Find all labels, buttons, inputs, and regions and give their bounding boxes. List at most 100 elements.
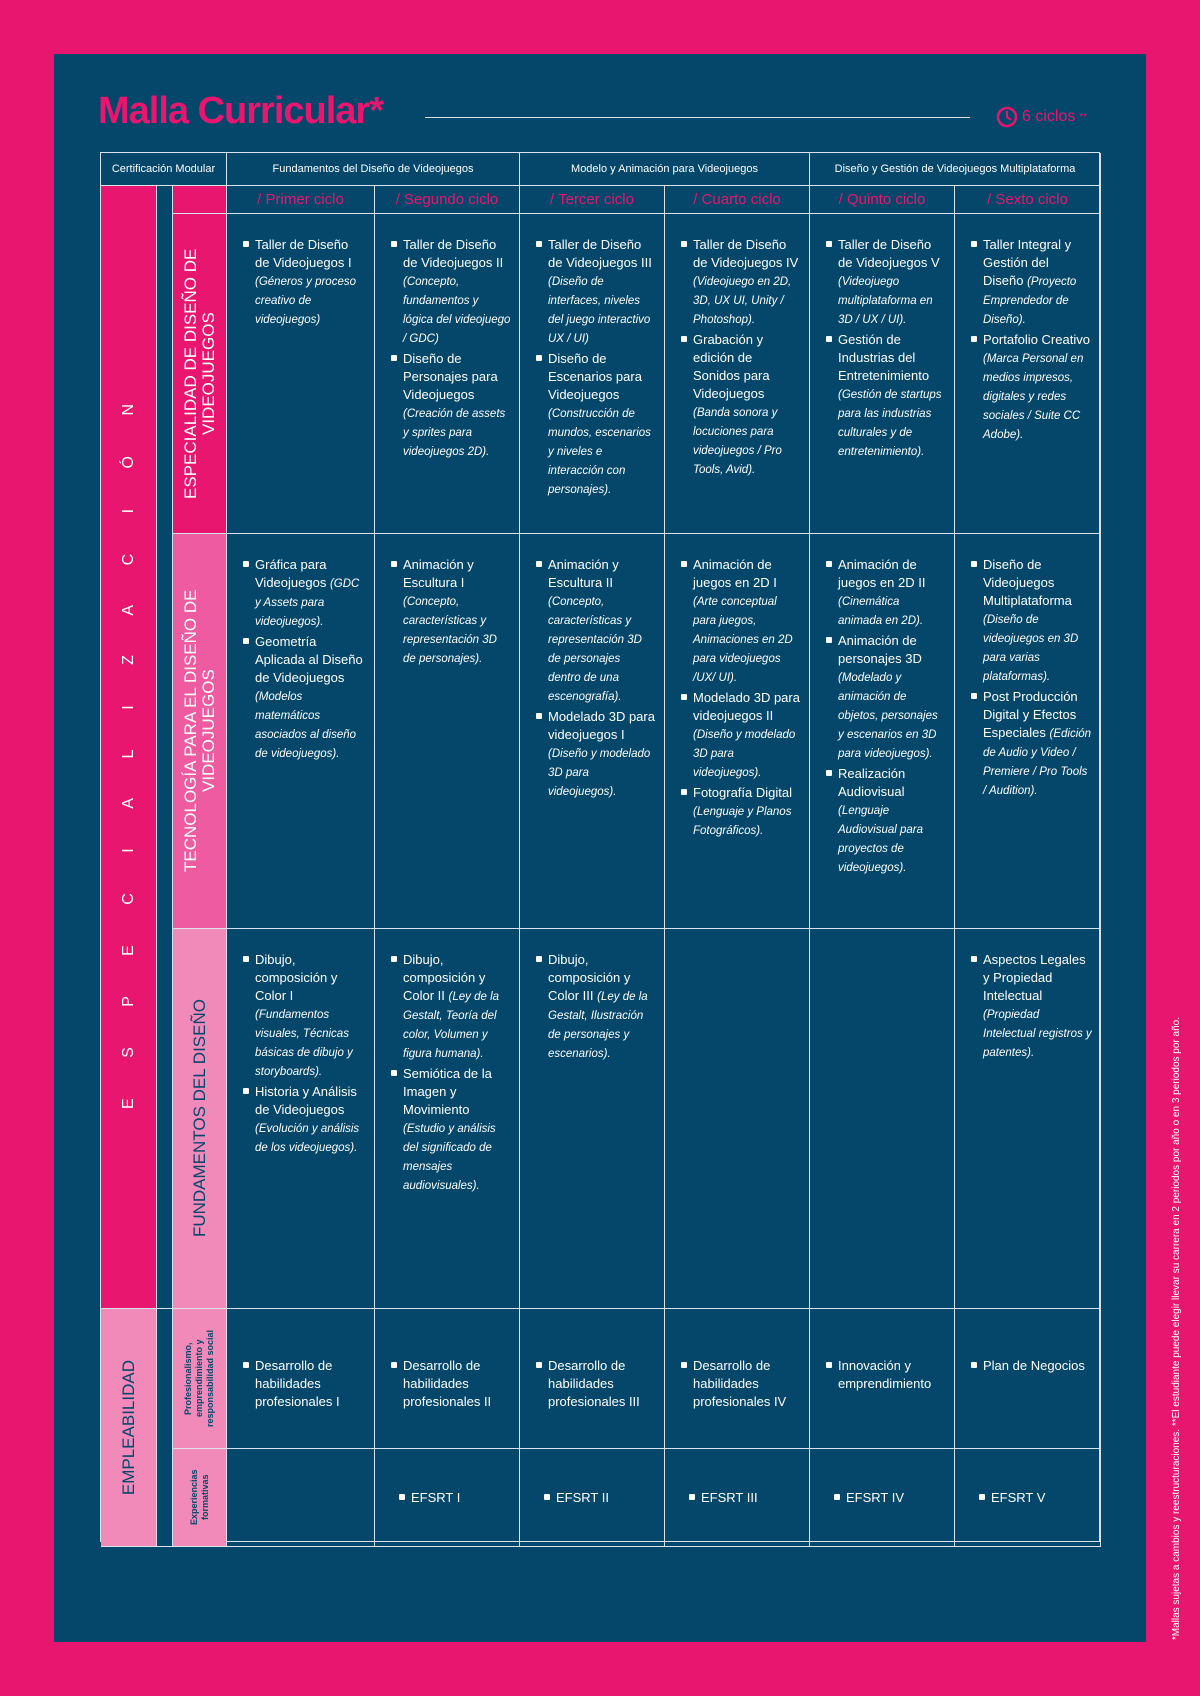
course-description: (Ley de la Gestalt, Teoría del color, Vo… bbox=[403, 991, 500, 1060]
course-item: EFSRT III bbox=[689, 1489, 801, 1507]
course-title: Taller de Diseño de Videojuegos IV bbox=[693, 237, 799, 270]
cert-header-3: Diseño y Gestión de Videojuegos Multipla… bbox=[810, 153, 1101, 186]
course-list: Innovación y emprendimiento bbox=[826, 1357, 946, 1393]
course-list: Desarrollo de habilidades profesionales … bbox=[536, 1357, 656, 1411]
course-item: Animación y Escultura II (Concepto, cara… bbox=[536, 556, 656, 706]
course-description: (Proyecto Emprendedor de Diseño). bbox=[983, 276, 1077, 326]
course-list: Desarrollo de habilidades profesionales … bbox=[391, 1357, 511, 1411]
course-cell: Taller Integral y Gestión del Diseño (Pr… bbox=[955, 214, 1101, 534]
course-title: Animación de juegos en 2D I bbox=[693, 557, 777, 590]
course-cell: Animación y Escultura II (Concepto, cara… bbox=[520, 534, 665, 929]
course-item: Modelado 3D para videojuegos I (Diseño y… bbox=[536, 708, 656, 801]
course-cell: Taller de Diseño de Videojuegos I (Géner… bbox=[227, 214, 375, 534]
course-item: Fotografía Digital (Lenguaje y Planos Fo… bbox=[681, 784, 801, 840]
course-title: Modelado 3D para videojuegos I bbox=[548, 709, 655, 742]
course-title: EFSRT I bbox=[411, 1490, 461, 1505]
course-description: (Estudio y análisis del significado de m… bbox=[403, 1123, 496, 1192]
course-description: (Propiedad Intelectual registros y paten… bbox=[983, 1009, 1092, 1059]
course-list: Animación de juegos en 2D I (Arte concep… bbox=[681, 556, 801, 840]
course-description: (Creación de assets y sprites para video… bbox=[403, 408, 506, 458]
course-cell: Animación de juegos en 2D I (Arte concep… bbox=[665, 534, 810, 929]
course-list: Taller de Diseño de Videojuegos IV (Vide… bbox=[681, 236, 801, 479]
course-title: Desarrollo de habilidades profesionales … bbox=[693, 1358, 787, 1409]
course-item: Animación de juegos en 2D II (Cinemática… bbox=[826, 556, 946, 630]
course-title: Animación y Escultura II bbox=[548, 557, 619, 590]
course-cell: Desarrollo de habilidades profesionales … bbox=[520, 1309, 665, 1449]
page-title: Malla Curricular* bbox=[98, 90, 384, 132]
course-item: Aspectos Legales y Propiedad Intelectual… bbox=[971, 951, 1092, 1062]
course-item: Plan de Negocios bbox=[971, 1357, 1092, 1375]
cert-modular-header: Certificación Modular bbox=[101, 153, 227, 186]
course-cell: EFSRT II bbox=[520, 1449, 665, 1547]
group-especializacion: E S P E C I A L I Z A C I Ó N bbox=[101, 186, 157, 1309]
course-item: Taller de Diseño de Videojuegos I (Géner… bbox=[243, 236, 366, 329]
course-description: (Cinemática animada en 2D). bbox=[838, 596, 924, 627]
course-cell: Taller de Diseño de Videojuegos IV (Vide… bbox=[665, 214, 810, 534]
course-title: Taller Integral y Gestión del Diseño bbox=[983, 237, 1072, 288]
course-cell: Gráfica para Videojuegos (GDC y Assets p… bbox=[227, 534, 375, 929]
course-title: Plan de Negocios bbox=[983, 1358, 1085, 1373]
course-title: EFSRT V bbox=[991, 1490, 1046, 1505]
course-list: EFSRT V bbox=[979, 1489, 1092, 1507]
course-title: Diseño de Videojuegos Multiplataforma bbox=[983, 557, 1072, 608]
cycle-header-5: / Quinto ciclo bbox=[810, 186, 955, 214]
cycle-header-1: / Primer ciclo bbox=[227, 186, 375, 214]
cycle-header-3: / Tercer ciclo bbox=[520, 186, 665, 214]
course-description: (Diseño y modelado 3D para videojuegos). bbox=[548, 748, 651, 798]
course-list: Taller Integral y Gestión del Diseño (Pr… bbox=[971, 236, 1092, 444]
curriculum-panel bbox=[54, 54, 1146, 1642]
course-cell: EFSRT V bbox=[955, 1449, 1101, 1547]
course-description: (Concepto, características y representac… bbox=[548, 596, 642, 703]
course-item: Modelado 3D para videojuegos II (Diseño … bbox=[681, 689, 801, 782]
course-cell: Desarrollo de habilidades profesionales … bbox=[375, 1309, 520, 1449]
course-list: EFSRT IV bbox=[834, 1489, 946, 1507]
course-item: Semiótica de la Imagen y Movimiento (Est… bbox=[391, 1065, 511, 1195]
course-cell: Desarrollo de habilidades profesionales … bbox=[227, 1309, 375, 1449]
course-title: Desarrollo de habilidades profesionales … bbox=[255, 1358, 340, 1409]
course-list: Taller de Diseño de Videojuegos V (Video… bbox=[826, 236, 946, 461]
course-list: Animación de juegos en 2D II (Cinemática… bbox=[826, 556, 946, 877]
course-item: EFSRT I bbox=[399, 1489, 511, 1507]
course-list: Desarrollo de habilidades profesionales … bbox=[681, 1357, 801, 1411]
course-description: (Concepto, fundamentos y lógica del vide… bbox=[403, 276, 511, 345]
course-list: Gráfica para Videojuegos (GDC y Assets p… bbox=[243, 556, 366, 763]
row-label-experiencias: Experiencias formativas bbox=[173, 1449, 227, 1547]
course-title: Taller de Diseño de Videojuegos II bbox=[403, 237, 504, 270]
course-description: (Concepto, características y representac… bbox=[403, 596, 497, 665]
course-cell: Plan de Negocios bbox=[955, 1309, 1101, 1449]
clock-icon bbox=[996, 106, 1018, 128]
course-list: Dibujo, composición y Color II (Ley de l… bbox=[391, 951, 511, 1195]
course-cell: Taller de Diseño de Videojuegos III (Dis… bbox=[520, 214, 665, 534]
group-especializacion-label: E S P E C I A L I Z A C I Ó N bbox=[119, 385, 137, 1109]
course-description: (Lenguaje y Planos Fotográficos). bbox=[693, 806, 792, 837]
duration-text: 6 ciclos bbox=[1022, 108, 1076, 125]
course-list: Aspectos Legales y Propiedad Intelectual… bbox=[971, 951, 1092, 1062]
course-description: (Ley de la Gestalt, Ilustración de perso… bbox=[548, 991, 648, 1060]
course-item: Taller de Diseño de Videojuegos III (Dis… bbox=[536, 236, 656, 348]
course-description: (Evolución y análisis de los videojuegos… bbox=[255, 1123, 360, 1154]
group-empleabilidad-label: EMPLEABILIDAD bbox=[118, 1359, 138, 1496]
cycle-row-label-spacer bbox=[173, 186, 227, 214]
course-list: Dibujo, composición y Color III (Ley de … bbox=[536, 951, 656, 1063]
course-description: (Marca Personal en medios impresos, digi… bbox=[983, 353, 1084, 441]
course-item: Gestión de Industrias del Entretenimient… bbox=[826, 331, 946, 461]
course-title: Diseño de Escenarios para Videojuegos bbox=[548, 351, 642, 402]
course-title: Dibujo, composición y Color III bbox=[548, 952, 631, 1003]
course-item: Diseño de Videojuegos Multiplataforma (D… bbox=[971, 556, 1092, 686]
course-item: Taller de Diseño de Videojuegos II (Conc… bbox=[391, 236, 511, 348]
course-item: Dibujo, composición y Color I (Fundament… bbox=[243, 951, 366, 1081]
course-cell bbox=[227, 1449, 375, 1547]
row-label-profesionalismo: Profesionalismo, emprendimiento y respon… bbox=[173, 1309, 227, 1449]
course-title: Taller de Diseño de Videojuegos III bbox=[548, 237, 652, 270]
course-description: (Videojuego en 2D, 3D, UX UI, Unity / Ph… bbox=[693, 276, 792, 326]
course-description: (Modelado y animación de objetos, person… bbox=[838, 672, 938, 760]
course-title: Fotografía Digital bbox=[693, 785, 792, 800]
cycle-header-6: / Sexto ciclo bbox=[955, 186, 1101, 214]
row-label-text: Profesionalismo, emprendimiento y respon… bbox=[183, 1329, 215, 1428]
course-item: Taller Integral y Gestión del Diseño (Pr… bbox=[971, 236, 1092, 329]
course-list: Diseño de Videojuegos Multiplataforma (D… bbox=[971, 556, 1092, 800]
cycle-header-4: / Cuarto ciclo bbox=[665, 186, 810, 214]
cert-header-1: Fundamentos del Diseño de Videojuegos bbox=[227, 153, 520, 186]
course-description: (Construcción de mundos, escenarios y ni… bbox=[548, 408, 651, 496]
course-cell: Dibujo, composición y Color III (Ley de … bbox=[520, 929, 665, 1309]
